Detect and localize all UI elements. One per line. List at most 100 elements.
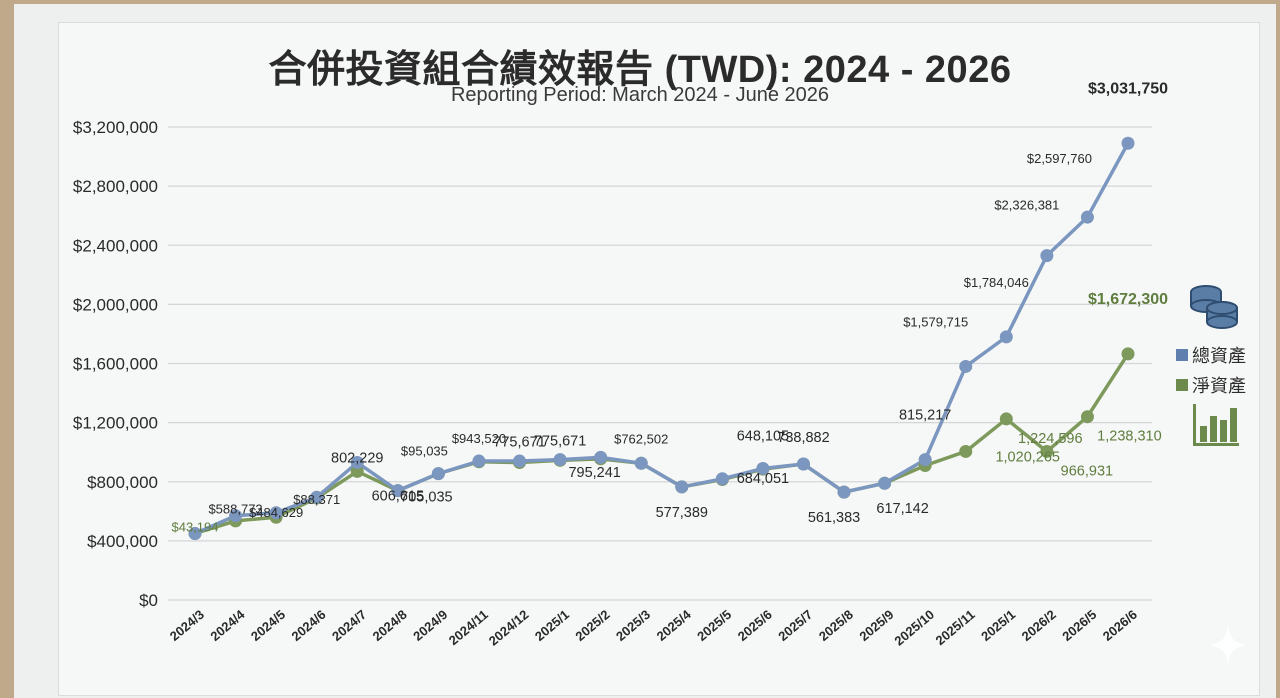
data-label: $484,629 <box>249 505 303 520</box>
x-tick-label: 2024/4 <box>207 606 248 644</box>
y-tick-label: $0 <box>139 591 158 610</box>
data-label: 606,615 <box>372 489 424 505</box>
y-tick-label: $2,400,000 <box>73 236 158 255</box>
data-point-total <box>796 457 810 471</box>
x-tick-label: 2024/5 <box>248 607 288 644</box>
y-tick-label: $800,000 <box>87 473 158 492</box>
data-point-total <box>188 526 202 540</box>
y-tick-label: $400,000 <box>87 532 158 551</box>
data-label: 738,882 <box>777 430 829 446</box>
data-point-total <box>350 456 364 470</box>
chart-panel <box>58 22 1260 696</box>
x-tick-label: 2025/11 <box>933 607 978 648</box>
data-point-net <box>1080 410 1094 424</box>
x-tick-label: 2024/9 <box>410 607 450 644</box>
legend-swatch-total <box>1176 349 1188 361</box>
data-label: $88,371 <box>293 492 340 507</box>
data-point-total <box>1121 136 1135 150</box>
data-point-total <box>878 476 892 490</box>
data-label: $1,579,715 <box>903 314 968 329</box>
data-label: 802,229 <box>331 451 383 467</box>
y-tick-label: $1,200,000 <box>73 414 158 433</box>
x-tick-label: 2024/8 <box>370 607 410 644</box>
x-tick-label: 2024/7 <box>329 607 369 644</box>
y-tick-label: $2,800,000 <box>73 177 158 196</box>
data-point-total <box>999 330 1013 344</box>
data-point-total <box>756 461 770 475</box>
legend-item-net: 淨資產 <box>1176 372 1246 398</box>
data-label: $95,035 <box>401 444 448 459</box>
data-point-net <box>1121 347 1135 361</box>
data-point-total <box>472 454 486 468</box>
x-tick-label: 2025/7 <box>775 607 815 644</box>
data-label: 561,383 <box>808 510 860 526</box>
data-point-total <box>634 456 648 470</box>
data-point-total <box>431 467 445 481</box>
data-label: 684,051 <box>737 471 789 487</box>
x-tick-label: 2025/9 <box>856 607 896 644</box>
data-point-net <box>1040 444 1054 458</box>
sparkle-icon <box>1208 625 1248 665</box>
x-tick-label: 2025/6 <box>735 607 775 644</box>
data-label: 1,224,596 <box>1018 431 1083 447</box>
data-point-net <box>999 412 1013 426</box>
data-label: 577,389 <box>656 505 708 521</box>
data-point-total <box>269 506 283 520</box>
x-tick-label: 2026/2 <box>1019 607 1059 644</box>
legend-item-total: 總資產 <box>1176 342 1246 368</box>
data-label: $43,194 <box>172 519 219 534</box>
y-tick-label: $3,200,000 <box>73 118 158 137</box>
data-label: $2,326,381 <box>994 198 1059 213</box>
data-label: 815,217 <box>899 408 951 424</box>
data-label: $762,502 <box>614 431 668 446</box>
data-label: $588,773 <box>208 502 262 517</box>
data-point-net <box>959 444 973 458</box>
data-label: $2,597,760 <box>1027 151 1092 166</box>
data-label: $943,520 <box>452 431 506 446</box>
data-point-total <box>553 453 567 467</box>
data-label: 648,105 <box>737 428 789 444</box>
x-tick-label: 2025/1 <box>978 607 1018 644</box>
data-point-total <box>715 472 729 486</box>
data-point-total <box>1080 210 1094 224</box>
data-point-total <box>918 453 932 467</box>
x-tick-label: 2024/11 <box>446 607 491 648</box>
data-point-total <box>594 450 608 464</box>
data-point-total <box>1040 249 1054 263</box>
legend-swatch-net <box>1176 379 1188 391</box>
data-label: $1,784,046 <box>964 275 1029 290</box>
data-point-total <box>513 454 527 468</box>
data-label: 1,020,265 <box>995 449 1060 465</box>
chart-subtitle: Reporting Period: March 2024 - June 2026 <box>450 84 829 106</box>
coins-icon <box>1190 285 1238 329</box>
y-tick-label: $1,600,000 <box>73 355 158 374</box>
x-tick-label: 2025/8 <box>816 607 856 644</box>
x-tick-label: 2025/3 <box>613 607 653 644</box>
data-point-total <box>959 359 973 373</box>
x-tick-label: 2024/12 <box>486 607 532 649</box>
data-label: 705,035 <box>400 490 452 506</box>
data-label: 775,671 <box>534 434 586 450</box>
data-label: 795,241 <box>568 465 620 481</box>
x-tick-label: 2025/2 <box>572 607 612 644</box>
data-label: 966,931 <box>1061 463 1113 479</box>
series-line-total <box>194 142 1130 536</box>
data-label: 617,142 <box>876 501 928 517</box>
y-tick-label: $2,000,000 <box>73 295 158 314</box>
data-point-total <box>310 490 324 504</box>
x-tick-label: 2025/4 <box>654 606 695 644</box>
x-tick-label: 2025/1 <box>532 607 572 644</box>
chart-title: 合併投資組合績效報告 (TWD): 2024 - 2026 <box>268 49 1012 91</box>
bar-chart-icon <box>1193 404 1239 446</box>
legend-label-total: 總資產 <box>1192 346 1246 366</box>
data-label: $1,672,300 <box>1088 291 1168 308</box>
legend-label-net: 淨資產 <box>1192 376 1246 396</box>
x-tick-label: 2024/3 <box>167 607 207 644</box>
x-tick-label: 2026/5 <box>1059 607 1099 644</box>
x-tick-label: 2025/5 <box>694 607 734 644</box>
data-point-total <box>229 509 243 523</box>
data-label: 775,671 <box>493 435 545 451</box>
data-point-total <box>391 484 405 498</box>
x-tick-label: 2024/6 <box>289 607 329 644</box>
